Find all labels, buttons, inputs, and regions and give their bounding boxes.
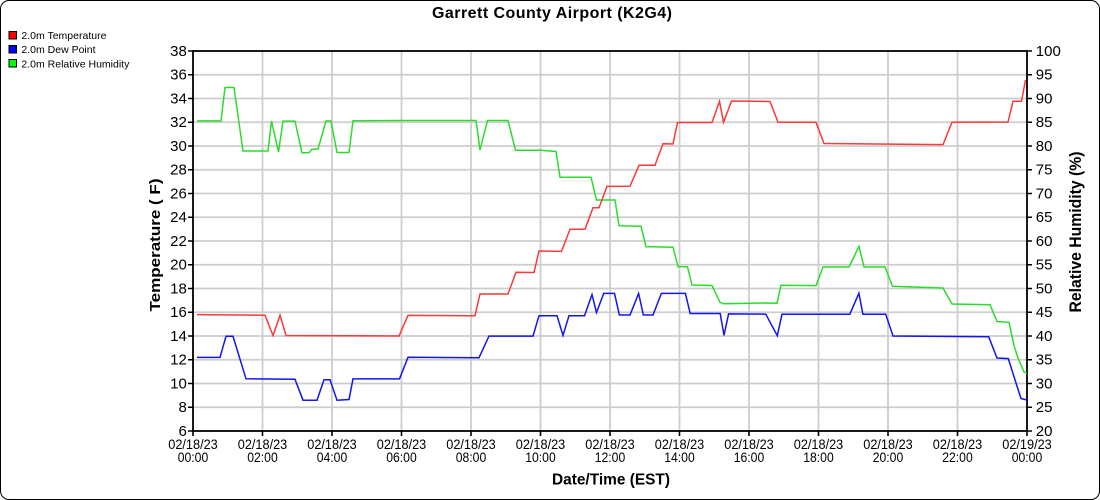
- svg-text:20: 20: [170, 257, 187, 274]
- svg-text:65: 65: [1036, 209, 1053, 226]
- svg-text:2.0m Relative Humidity: 2.0m Relative Humidity: [21, 58, 130, 70]
- svg-text:6: 6: [178, 423, 186, 440]
- svg-text:24: 24: [170, 209, 187, 226]
- svg-text:10: 10: [170, 375, 187, 392]
- svg-text:10:00: 10:00: [525, 450, 556, 465]
- svg-text:28: 28: [170, 162, 187, 179]
- svg-text:18: 18: [170, 280, 187, 297]
- svg-text:14:00: 14:00: [664, 450, 695, 465]
- svg-text:16:00: 16:00: [734, 450, 765, 465]
- svg-text:60: 60: [1036, 233, 1053, 250]
- svg-text:36: 36: [170, 67, 187, 84]
- svg-text:45: 45: [1036, 304, 1053, 321]
- svg-text:40: 40: [1036, 328, 1053, 345]
- svg-text:20:00: 20:00: [873, 450, 904, 465]
- svg-text:12:00: 12:00: [595, 450, 626, 465]
- svg-text:25: 25: [1036, 399, 1053, 416]
- svg-text:02/18/23: 02/18/23: [794, 437, 844, 452]
- svg-text:38: 38: [170, 43, 187, 60]
- svg-text:85: 85: [1036, 114, 1053, 131]
- svg-text:Garrett County Airport (K2G4): Garrett County Airport (K2G4): [432, 5, 672, 22]
- svg-text:22: 22: [170, 233, 187, 250]
- svg-text:00:00: 00:00: [178, 450, 209, 465]
- svg-text:30: 30: [1036, 375, 1053, 392]
- svg-text:14: 14: [170, 328, 187, 345]
- svg-text:02/19/23: 02/19/23: [1002, 437, 1052, 452]
- svg-text:2.0m Dew Point: 2.0m Dew Point: [21, 44, 95, 56]
- svg-text:00:00: 00:00: [1012, 450, 1043, 465]
- svg-text:26: 26: [170, 185, 187, 202]
- svg-text:75: 75: [1036, 162, 1053, 179]
- svg-text:02:00: 02:00: [247, 450, 278, 465]
- svg-text:35: 35: [1036, 352, 1053, 369]
- svg-text:16: 16: [170, 304, 187, 321]
- svg-text:2.0m Temperature: 2.0m Temperature: [21, 30, 106, 42]
- svg-text:02/18/23: 02/18/23: [585, 437, 635, 452]
- svg-text:02/18/23: 02/18/23: [933, 437, 983, 452]
- svg-text:06:00: 06:00: [386, 450, 417, 465]
- svg-text:02/18/23: 02/18/23: [724, 437, 774, 452]
- svg-text:22:00: 22:00: [942, 450, 973, 465]
- svg-text:02/18/23: 02/18/23: [446, 437, 496, 452]
- svg-text:02/18/23: 02/18/23: [377, 437, 427, 452]
- svg-text:12: 12: [170, 352, 187, 369]
- svg-text:30: 30: [170, 138, 187, 155]
- svg-text:95: 95: [1036, 67, 1053, 84]
- svg-text:8: 8: [178, 399, 186, 416]
- svg-text:20: 20: [1036, 423, 1053, 440]
- svg-text:02/18/23: 02/18/23: [863, 437, 913, 452]
- svg-text:02/18/23: 02/18/23: [168, 437, 218, 452]
- svg-text:100: 100: [1036, 43, 1061, 60]
- svg-text:02/18/23: 02/18/23: [307, 437, 357, 452]
- svg-text:18:00: 18:00: [803, 450, 834, 465]
- svg-text:Date/Time (EST): Date/Time (EST): [552, 472, 670, 489]
- svg-text:08:00: 08:00: [456, 450, 487, 465]
- svg-text:02/18/23: 02/18/23: [238, 437, 288, 452]
- svg-text:02/18/23: 02/18/23: [655, 437, 705, 452]
- svg-text:Temperature ( F): Temperature ( F): [147, 179, 164, 312]
- svg-text:04:00: 04:00: [317, 450, 348, 465]
- svg-text:80: 80: [1036, 138, 1053, 155]
- svg-text:32: 32: [170, 114, 187, 131]
- svg-text:50: 50: [1036, 280, 1053, 297]
- svg-text:90: 90: [1036, 90, 1053, 107]
- svg-text:34: 34: [170, 90, 187, 107]
- svg-text:55: 55: [1036, 257, 1053, 274]
- svg-text:70: 70: [1036, 185, 1053, 202]
- svg-text:Relative Humidity (%): Relative Humidity (%): [1066, 152, 1085, 313]
- svg-text:02/18/23: 02/18/23: [516, 437, 566, 452]
